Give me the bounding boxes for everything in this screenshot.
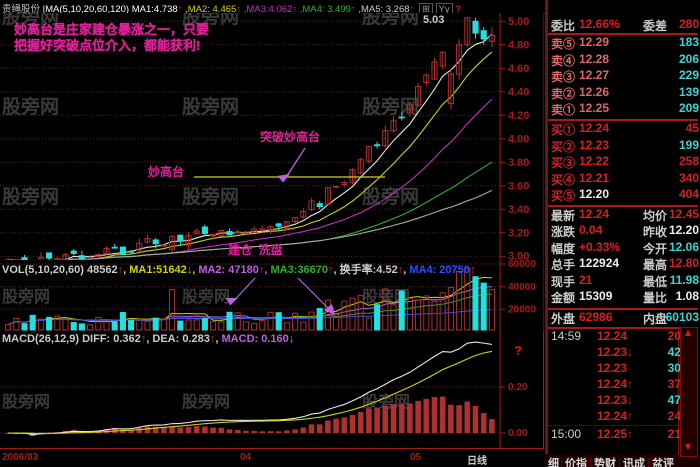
svg-text:股旁网: 股旁网 [2, 392, 50, 411]
svg-text:?: ? [514, 343, 522, 358]
svg-text:股旁网: 股旁网 [182, 392, 230, 411]
svg-text:0.00: 0.00 [508, 428, 528, 439]
svg-text:0.20: 0.20 [508, 382, 528, 393]
